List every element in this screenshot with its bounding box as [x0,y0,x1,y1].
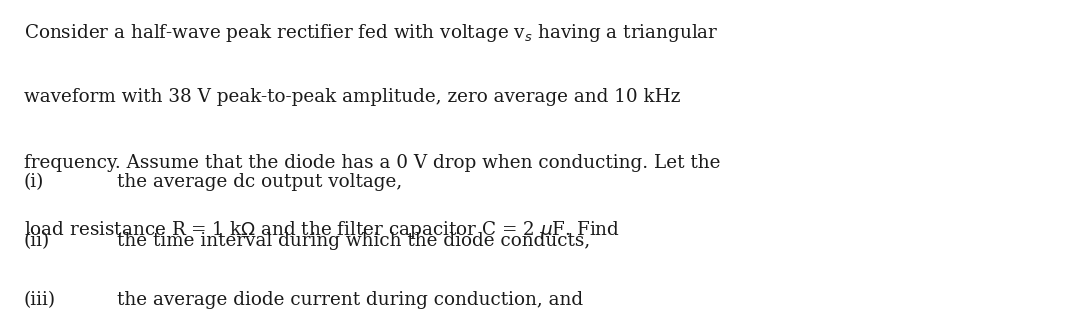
Text: (ii): (ii) [24,232,50,250]
Text: waveform with 38 V peak-to-peak amplitude, zero average and 10 kHz: waveform with 38 V peak-to-peak amplitud… [24,88,680,106]
Text: the average diode current during conduction, and: the average diode current during conduct… [117,291,583,309]
Text: (iii): (iii) [24,291,56,309]
Text: the average dc output voltage,: the average dc output voltage, [117,173,402,191]
Text: load resistance R = 1 k$\Omega$ and the filter capacitor C = 2 $\mu$F. Find: load resistance R = 1 k$\Omega$ and the … [24,219,620,241]
Text: the time interval during which the diode conducts,: the time interval during which the diode… [117,232,590,250]
Text: frequency. Assume that the diode has a 0 V drop when conducting. Let the: frequency. Assume that the diode has a 0… [24,154,720,172]
Text: (i): (i) [24,173,44,191]
Text: Consider a half-wave peak rectifier fed with voltage v$_s$ having a triangular: Consider a half-wave peak rectifier fed … [24,22,718,44]
